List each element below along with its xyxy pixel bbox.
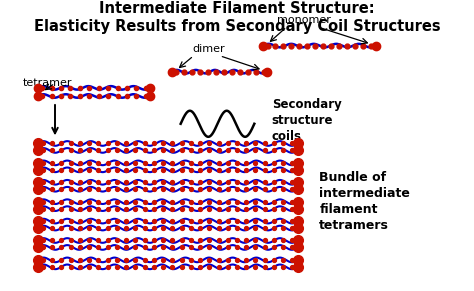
Text: dimer: dimer: [192, 44, 225, 54]
Text: Secondary
structure
coils: Secondary structure coils: [272, 98, 341, 143]
Text: monomer: monomer: [277, 15, 331, 25]
Text: tetramer: tetramer: [22, 78, 72, 88]
Text: Bundle of
intermediate
filament
tetramers: Bundle of intermediate filament tetramer…: [319, 171, 410, 233]
Text: Intermediate Filament Structure:
Elasticity Results from Secondary Coil Structur: Intermediate Filament Structure: Elastic…: [34, 1, 440, 34]
